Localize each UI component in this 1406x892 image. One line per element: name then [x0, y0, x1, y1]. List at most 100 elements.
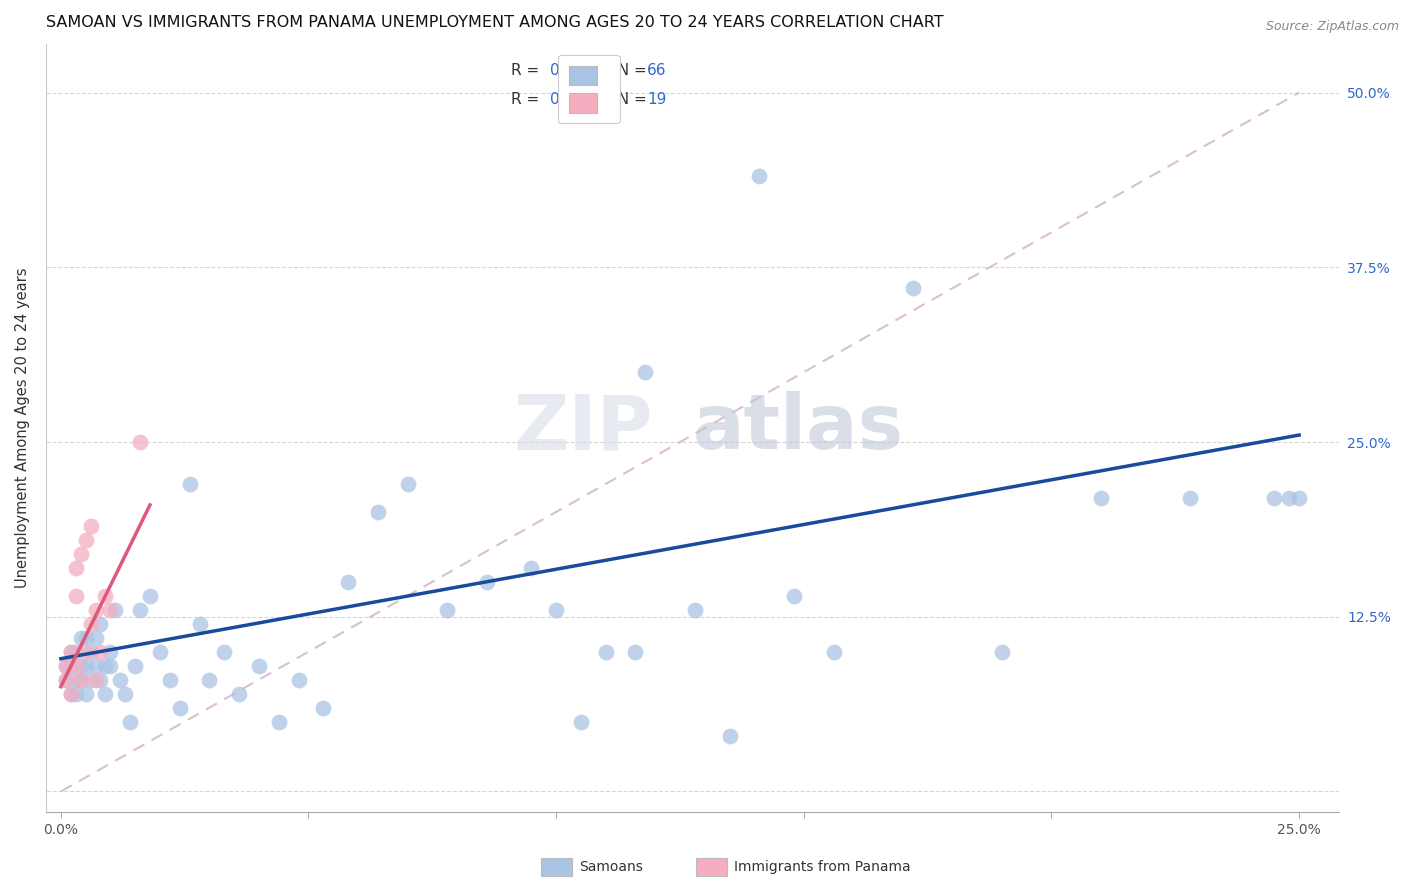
- Point: [94, 658, 117, 673]
- Text: N =: N =: [609, 92, 652, 106]
- Point: [159, 673, 181, 687]
- Text: 0.440: 0.440: [550, 63, 593, 78]
- Point: [823, 645, 845, 659]
- Text: 66: 66: [647, 63, 666, 78]
- Point: [337, 574, 360, 589]
- Point: [367, 505, 389, 519]
- Point: [55, 673, 77, 687]
- Point: [198, 673, 221, 687]
- Point: [69, 658, 91, 673]
- Point: [624, 645, 647, 659]
- Point: [75, 533, 97, 547]
- Point: [129, 603, 152, 617]
- Point: [75, 645, 97, 659]
- Point: [59, 645, 82, 659]
- Point: [520, 561, 543, 575]
- Point: [55, 658, 77, 673]
- Point: [1278, 491, 1301, 505]
- Point: [169, 700, 191, 714]
- Text: Source: ZipAtlas.com: Source: ZipAtlas.com: [1265, 20, 1399, 33]
- Point: [569, 714, 592, 729]
- Point: [55, 658, 77, 673]
- Point: [188, 616, 211, 631]
- Point: [683, 603, 706, 617]
- Point: [75, 658, 97, 673]
- Point: [1180, 491, 1202, 505]
- Point: [75, 631, 97, 645]
- Point: [124, 658, 146, 673]
- Point: [179, 477, 201, 491]
- Text: 0.316: 0.316: [550, 92, 593, 106]
- Point: [65, 687, 87, 701]
- Point: [287, 673, 309, 687]
- Point: [634, 365, 657, 379]
- Point: [65, 673, 87, 687]
- Point: [114, 687, 136, 701]
- Point: [120, 714, 142, 729]
- Point: [69, 673, 91, 687]
- Point: [991, 645, 1014, 659]
- Point: [1090, 491, 1112, 505]
- Point: [75, 687, 97, 701]
- Point: [89, 645, 111, 659]
- Point: [89, 616, 111, 631]
- Point: [89, 673, 111, 687]
- Point: [79, 645, 101, 659]
- Point: [1263, 491, 1285, 505]
- Point: [84, 658, 107, 673]
- Point: [59, 687, 82, 701]
- Point: [139, 589, 162, 603]
- Point: [247, 658, 270, 673]
- Point: [129, 435, 152, 450]
- Point: [546, 603, 568, 617]
- Point: [901, 281, 924, 295]
- Text: R =: R =: [512, 63, 544, 78]
- Point: [267, 714, 290, 729]
- Point: [79, 616, 101, 631]
- Point: [65, 645, 87, 659]
- Point: [149, 645, 172, 659]
- Point: [69, 631, 91, 645]
- Point: [396, 477, 419, 491]
- Point: [98, 603, 121, 617]
- Point: [214, 645, 236, 659]
- Point: [783, 589, 806, 603]
- Point: [1288, 491, 1310, 505]
- Point: [104, 603, 127, 617]
- Point: [718, 729, 741, 743]
- Point: [55, 673, 77, 687]
- Point: [84, 673, 107, 687]
- Text: N =: N =: [609, 63, 652, 78]
- Point: [59, 658, 82, 673]
- Point: [436, 603, 458, 617]
- Point: [312, 700, 335, 714]
- Text: Immigrants from Panama: Immigrants from Panama: [734, 860, 911, 874]
- Point: [94, 589, 117, 603]
- Text: SAMOAN VS IMMIGRANTS FROM PANAMA UNEMPLOYMENT AMONG AGES 20 TO 24 YEARS CORRELAT: SAMOAN VS IMMIGRANTS FROM PANAMA UNEMPLO…: [46, 15, 943, 30]
- Point: [595, 645, 617, 659]
- Point: [69, 547, 91, 561]
- Text: atlas: atlas: [692, 391, 904, 465]
- Text: 19: 19: [647, 92, 666, 106]
- Point: [69, 673, 91, 687]
- Point: [475, 574, 498, 589]
- Y-axis label: Unemployment Among Ages 20 to 24 years: Unemployment Among Ages 20 to 24 years: [15, 268, 30, 589]
- Point: [84, 603, 107, 617]
- Legend: , : ,: [558, 55, 620, 123]
- Point: [94, 687, 117, 701]
- Point: [65, 561, 87, 575]
- Point: [79, 673, 101, 687]
- Point: [84, 631, 107, 645]
- Point: [110, 673, 132, 687]
- Text: Samoans: Samoans: [579, 860, 643, 874]
- Point: [65, 658, 87, 673]
- Point: [98, 658, 121, 673]
- Text: ZIP: ZIP: [515, 391, 654, 465]
- Point: [59, 645, 82, 659]
- Point: [59, 687, 82, 701]
- Point: [65, 589, 87, 603]
- Text: R =: R =: [512, 92, 544, 106]
- Point: [748, 169, 770, 184]
- Point: [98, 645, 121, 659]
- Point: [79, 519, 101, 533]
